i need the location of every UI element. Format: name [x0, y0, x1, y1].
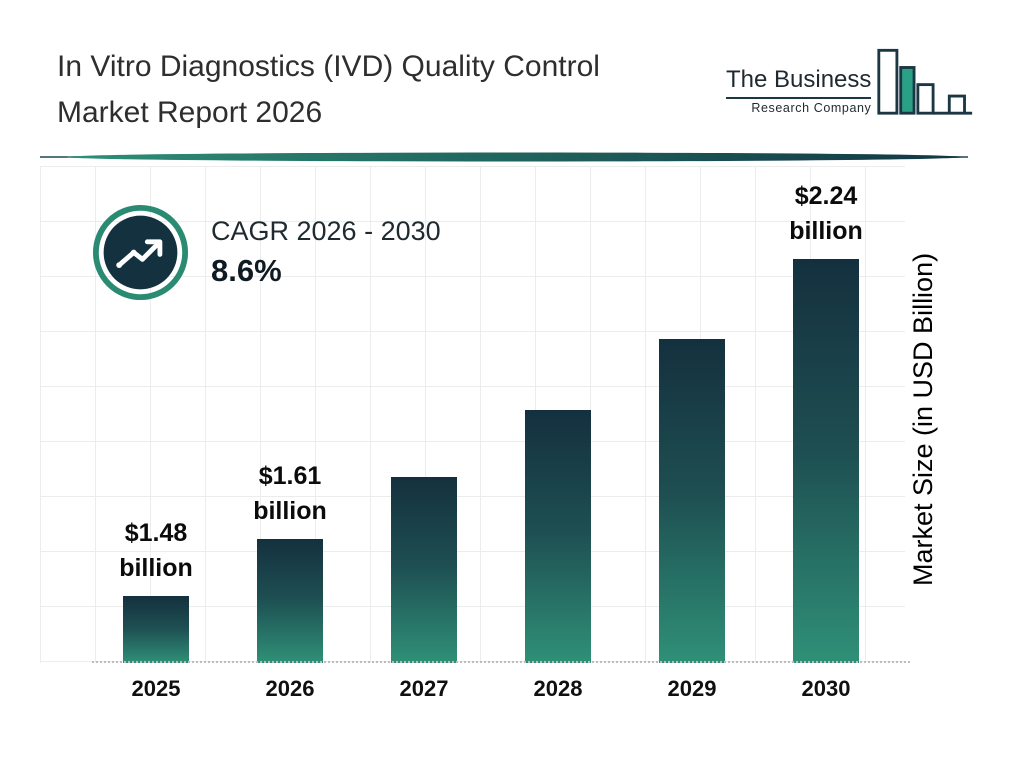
x-tick-2029: 2029	[667, 676, 717, 701]
market-size-bar-chart: $1.48 billion $1.61 billion $2.24 billion 202…	[0, 166, 1024, 736]
logo-name: The Business	[726, 66, 872, 99]
y-axis-label: Market Size (in USD Billion)	[908, 252, 938, 587]
bar-column-2026	[257, 539, 323, 663]
growth-trend-icon	[92, 204, 189, 301]
bar-2030: $2.24 billion	[760, 166, 892, 663]
page-title-line2: Market Report 2026	[57, 95, 323, 129]
page-title: In Vitro Diagnostics (IVD) Quality Contr…	[57, 44, 600, 135]
bar-value-label-2026: $1.61 billion	[253, 462, 327, 525]
bar-value-label-2025: $1.48 billion	[119, 519, 193, 582]
x-tick-2026: 2026	[265, 676, 315, 701]
company-logo-text: The Business Research Company	[726, 52, 872, 115]
section-divider	[40, 152, 968, 162]
x-tick-2030: 2030	[801, 676, 851, 701]
x-axis-line	[92, 661, 910, 663]
bar-column-2029	[659, 339, 725, 663]
bar-column-2030	[793, 259, 859, 663]
bar-2025: $1.48 billion	[90, 166, 222, 663]
bar-column-2028	[525, 410, 591, 663]
bar-2029	[626, 166, 758, 663]
x-tick-2027: 2027	[399, 676, 449, 701]
x-axis-labels: 2025 2026 2027 2028 2029 2030	[0, 676, 1024, 716]
cagr-badge: CAGR 2026 - 2030 8.6%	[92, 204, 441, 301]
company-logo: The Business Research Company	[726, 48, 975, 128]
bar-column-2027	[391, 477, 457, 663]
bar-column-2025	[123, 596, 189, 663]
cagr-value: 8.6%	[211, 253, 282, 288]
bar-2026: $1.61 billion	[224, 166, 356, 663]
page-title-line1: In Vitro Diagnostics (IVD) Quality Contr…	[57, 50, 600, 83]
x-tick-2025: 2025	[131, 676, 181, 701]
bar-value-label-2030: $2.24 billion	[789, 182, 863, 245]
bar-2027	[358, 166, 490, 663]
bar-2028	[492, 166, 624, 663]
bars-area: $1.48 billion $1.61 billion $2.24 billion	[0, 166, 1024, 663]
logo-subtitle: Research Company	[751, 101, 872, 115]
cagr-label: CAGR 2026 - 2030	[211, 216, 441, 246]
cagr-text: CAGR 2026 - 2030 8.6%	[211, 216, 441, 289]
logo-bar-chart-icon	[877, 48, 973, 115]
x-tick-2028: 2028	[533, 676, 583, 701]
